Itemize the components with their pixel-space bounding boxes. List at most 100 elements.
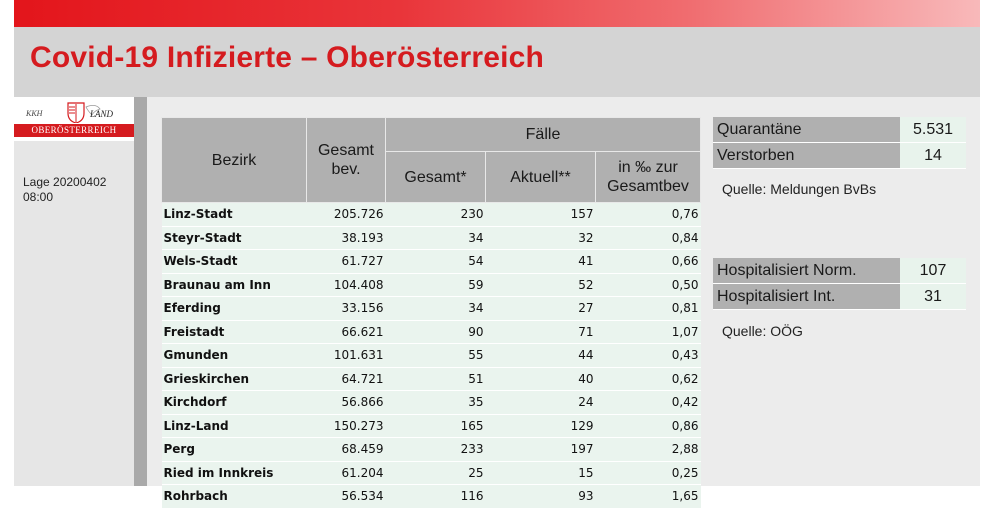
population: 64.721 (306, 367, 386, 391)
main-panel: Bezirk Gesamt bev. Fälle Gesamt* Aktuell… (147, 97, 980, 509)
source-note-1: Quelle: Meldungen BvBs (722, 181, 877, 197)
district-name: Ried im Innkreis (161, 461, 307, 485)
district-name: Linz-Land (161, 414, 307, 438)
cases-total: 230 (385, 202, 486, 227)
district-name: Gmunden (161, 343, 307, 368)
logo-band-text: OBERÖSTERREICH (14, 124, 134, 137)
cases-total: 90 (385, 320, 486, 344)
hosp-norm-value: 107 (900, 258, 966, 284)
cases-per-mille: 0,66 (595, 249, 701, 274)
quarantine-stats: Quarantäne 5.531 Verstorben 14 (713, 117, 966, 169)
cases-current: 157 (485, 202, 596, 227)
population: 104.408 (306, 273, 386, 297)
header-faelle: Fälle (384, 117, 702, 152)
status-date-line2: 08:00 (23, 190, 54, 204)
header-bezirk: Bezirk (161, 117, 307, 203)
verstorben-label: Verstorben (713, 142, 900, 169)
quarantaene-label: Quarantäne (713, 117, 900, 143)
district-table: Bezirk Gesamt bev. Fälle Gesamt* Aktuell… (161, 117, 702, 509)
cases-per-mille: 2,88 (595, 437, 701, 462)
cases-total: 25 (385, 461, 486, 485)
logo-right-text: LAND (90, 109, 114, 119)
cases-current: 93 (485, 484, 596, 509)
district-table-body: Linz-Stadt 205.726 230 157 0,76 Steyr-Stadt 38… (161, 202, 701, 509)
quarantaene-value: 5.531 (900, 117, 966, 143)
sidebar-divider (134, 97, 147, 486)
table-row: Rohrbach 56.534 116 93 1,65 (161, 484, 701, 509)
district-name: Steyr-Stadt (161, 226, 307, 250)
page-header: Covid-19 Infizierte – Oberösterreich (14, 27, 980, 97)
table-row: Kirchdorf 56.866 35 24 0,42 (161, 390, 701, 415)
cases-total: 51 (385, 367, 486, 391)
population: 205.726 (306, 202, 386, 227)
population: 61.204 (306, 461, 386, 485)
status-date-line1: Lage 20200402 (23, 175, 107, 189)
cases-total: 116 (385, 484, 486, 509)
table-row: Wels-Stadt 61.727 54 41 0,66 (161, 249, 701, 274)
population: 66.621 (306, 320, 386, 344)
page-title: Covid-19 Infizierte – Oberösterreich (30, 41, 545, 74)
district-name: Grieskirchen (161, 367, 307, 391)
population: 33.156 (306, 296, 386, 321)
district-name: Linz-Stadt (161, 202, 307, 227)
population: 56.866 (306, 390, 386, 415)
cases-total: 34 (385, 226, 486, 250)
cases-per-mille: 1,65 (595, 484, 701, 509)
cases-total: 59 (385, 273, 486, 297)
cases-total: 233 (385, 437, 486, 462)
cases-total: 54 (385, 249, 486, 274)
table-row: Freistadt 66.621 90 71 1,07 (161, 320, 701, 344)
district-name: Rohrbach (161, 484, 307, 509)
cases-current: 40 (485, 367, 596, 391)
table-row: Linz-Land 150.273 165 129 0,86 (161, 414, 701, 438)
cases-per-mille: 0,25 (595, 461, 701, 485)
population: 68.459 (306, 437, 386, 462)
district-name: Wels-Stadt (161, 249, 307, 274)
header-promille: in ‰ zur Gesamtbev (594, 151, 702, 203)
source-note-2: Quelle: OÖG (722, 323, 803, 339)
status-date: Lage 20200402 08:00 (23, 175, 106, 205)
table-row: Linz-Stadt 205.726 230 157 0,76 (161, 202, 701, 227)
table-row: Gmunden 101.631 55 44 0,43 (161, 343, 701, 368)
hosp-int-label: Hospitalisiert Int. (713, 283, 900, 310)
coat-of-arms-icon (67, 102, 101, 123)
population: 101.631 (306, 343, 386, 368)
cases-current: 129 (485, 414, 596, 438)
cases-per-mille: 0,86 (595, 414, 701, 438)
table-row: Grieskirchen 64.721 51 40 0,62 (161, 367, 701, 391)
cases-per-mille: 0,76 (595, 202, 701, 227)
header-gesamt: Gesamt* (385, 151, 486, 203)
logo-left-text: KKH (26, 109, 43, 118)
cases-per-mille: 1,07 (595, 320, 701, 344)
cases-total: 165 (385, 414, 486, 438)
header-aktuell: Aktuell** (485, 151, 596, 203)
cases-current: 71 (485, 320, 596, 344)
cases-per-mille: 0,50 (595, 273, 701, 297)
population: 56.534 (306, 484, 386, 509)
cases-total: 34 (385, 296, 486, 321)
cases-current: 24 (485, 390, 596, 415)
district-name: Kirchdorf (161, 390, 307, 415)
cases-per-mille: 0,84 (595, 226, 701, 250)
cases-per-mille: 0,42 (595, 390, 701, 415)
cases-current: 52 (485, 273, 596, 297)
table-row: Eferding 33.156 34 27 0,81 (161, 296, 701, 321)
population: 38.193 (306, 226, 386, 250)
table-row: Perg 68.459 233 197 2,88 (161, 437, 701, 462)
hosp-norm-label: Hospitalisiert Norm. (713, 258, 900, 284)
cases-per-mille: 0,81 (595, 296, 701, 321)
cases-current: 197 (485, 437, 596, 462)
district-name: Braunau am Inn (161, 273, 307, 297)
hospital-stats: Hospitalisiert Norm. 107 Hospitalisiert … (713, 258, 966, 310)
land-oberoesterreich-logo: KKH LAND OBERÖSTERREICH (14, 97, 134, 141)
header-gesamt-bev: Gesamt bev. (306, 117, 386, 203)
cases-total: 55 (385, 343, 486, 368)
hosp-int-value: 31 (900, 283, 966, 310)
cases-total: 35 (385, 390, 486, 415)
table-row: Braunau am Inn 104.408 59 52 0,50 (161, 273, 701, 297)
cases-current: 27 (485, 296, 596, 321)
cases-current: 15 (485, 461, 596, 485)
cases-current: 41 (485, 249, 596, 274)
cases-current: 44 (485, 343, 596, 368)
table-row: Ried im Innkreis 61.204 25 15 0,25 (161, 461, 701, 485)
